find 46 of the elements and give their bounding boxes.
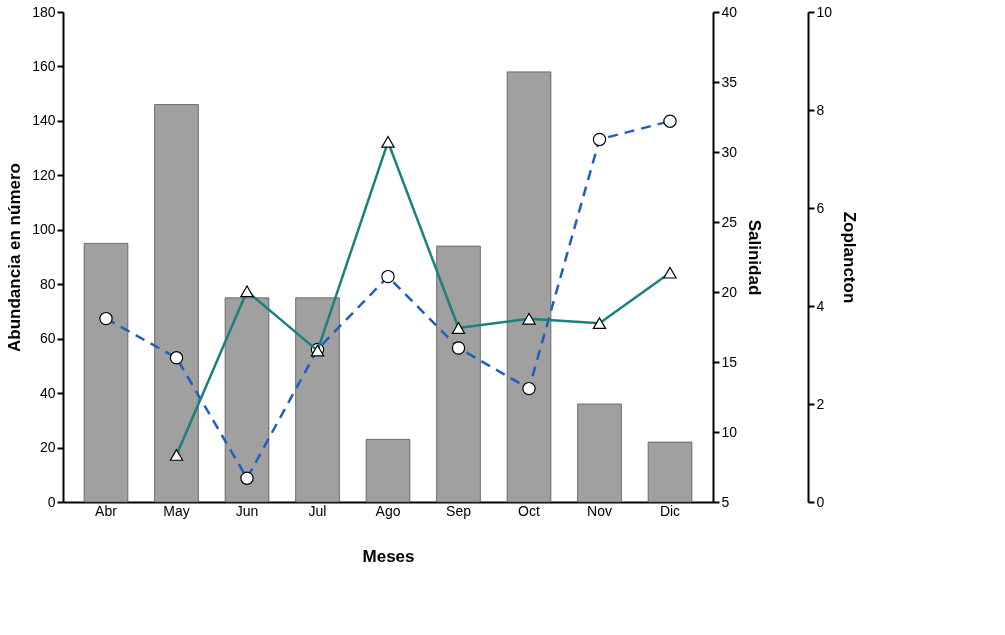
x-tick-label: Dic xyxy=(659,502,681,519)
y2-tick-label: 40 xyxy=(721,3,738,20)
bar xyxy=(647,441,693,503)
bar xyxy=(506,71,552,503)
y3-tick-label: 4 xyxy=(816,297,825,314)
y-tick-label: 40 xyxy=(39,384,56,401)
y-tick-label: 140 xyxy=(32,112,56,129)
x-tick-label: May xyxy=(163,502,190,519)
x-tick-label: Jul xyxy=(308,502,327,519)
y3-axis-title: Zoplancton xyxy=(840,211,860,304)
x-axis-title: Meses xyxy=(362,546,415,566)
y2-tick-label: 10 xyxy=(721,423,738,440)
bar xyxy=(436,245,481,503)
y2-tick-label: 35 xyxy=(721,73,738,90)
y-tick-label: 60 xyxy=(39,330,56,347)
bar xyxy=(365,438,411,503)
y-tick-label: 180 xyxy=(32,3,56,20)
bar xyxy=(224,297,270,503)
y2-tick-label: 25 xyxy=(721,213,738,230)
y-tick-label: 20 xyxy=(39,439,56,456)
y3-tick-label: 6 xyxy=(816,199,825,216)
y3-tick-label: 10 xyxy=(816,3,833,20)
x-tick-label: Abr xyxy=(95,502,118,519)
x-tick-label: Nov xyxy=(587,502,612,519)
y2-axis-title: Salinidad xyxy=(745,219,765,296)
y3-tick-label: 2 xyxy=(816,395,825,412)
y-tick-label: 160 xyxy=(32,57,56,74)
y2-tick-label: 20 xyxy=(721,283,738,300)
x-tick-label: Jun xyxy=(235,502,259,519)
x-tick-label: Sep xyxy=(446,502,472,519)
y3-tick-label: 8 xyxy=(816,101,825,118)
y-axis-title: Abundancia en número xyxy=(5,163,25,352)
y-tick-label: 80 xyxy=(39,275,56,292)
x-tick-label: Oct xyxy=(518,502,540,519)
y-tick-label: 0 xyxy=(47,493,56,510)
bar xyxy=(154,104,199,503)
y3-tick-label: 0 xyxy=(816,493,825,510)
bar xyxy=(83,242,129,503)
y2-tick-label: 30 xyxy=(721,143,738,160)
y2-tick-label: 5 xyxy=(721,493,730,510)
x-tick-label: Ago xyxy=(375,502,401,519)
y2-tick-label: 15 xyxy=(721,353,738,370)
y-tick-label: 120 xyxy=(32,166,56,183)
bar xyxy=(295,297,340,503)
bar xyxy=(577,403,622,503)
y-tick-label: 100 xyxy=(32,221,56,238)
